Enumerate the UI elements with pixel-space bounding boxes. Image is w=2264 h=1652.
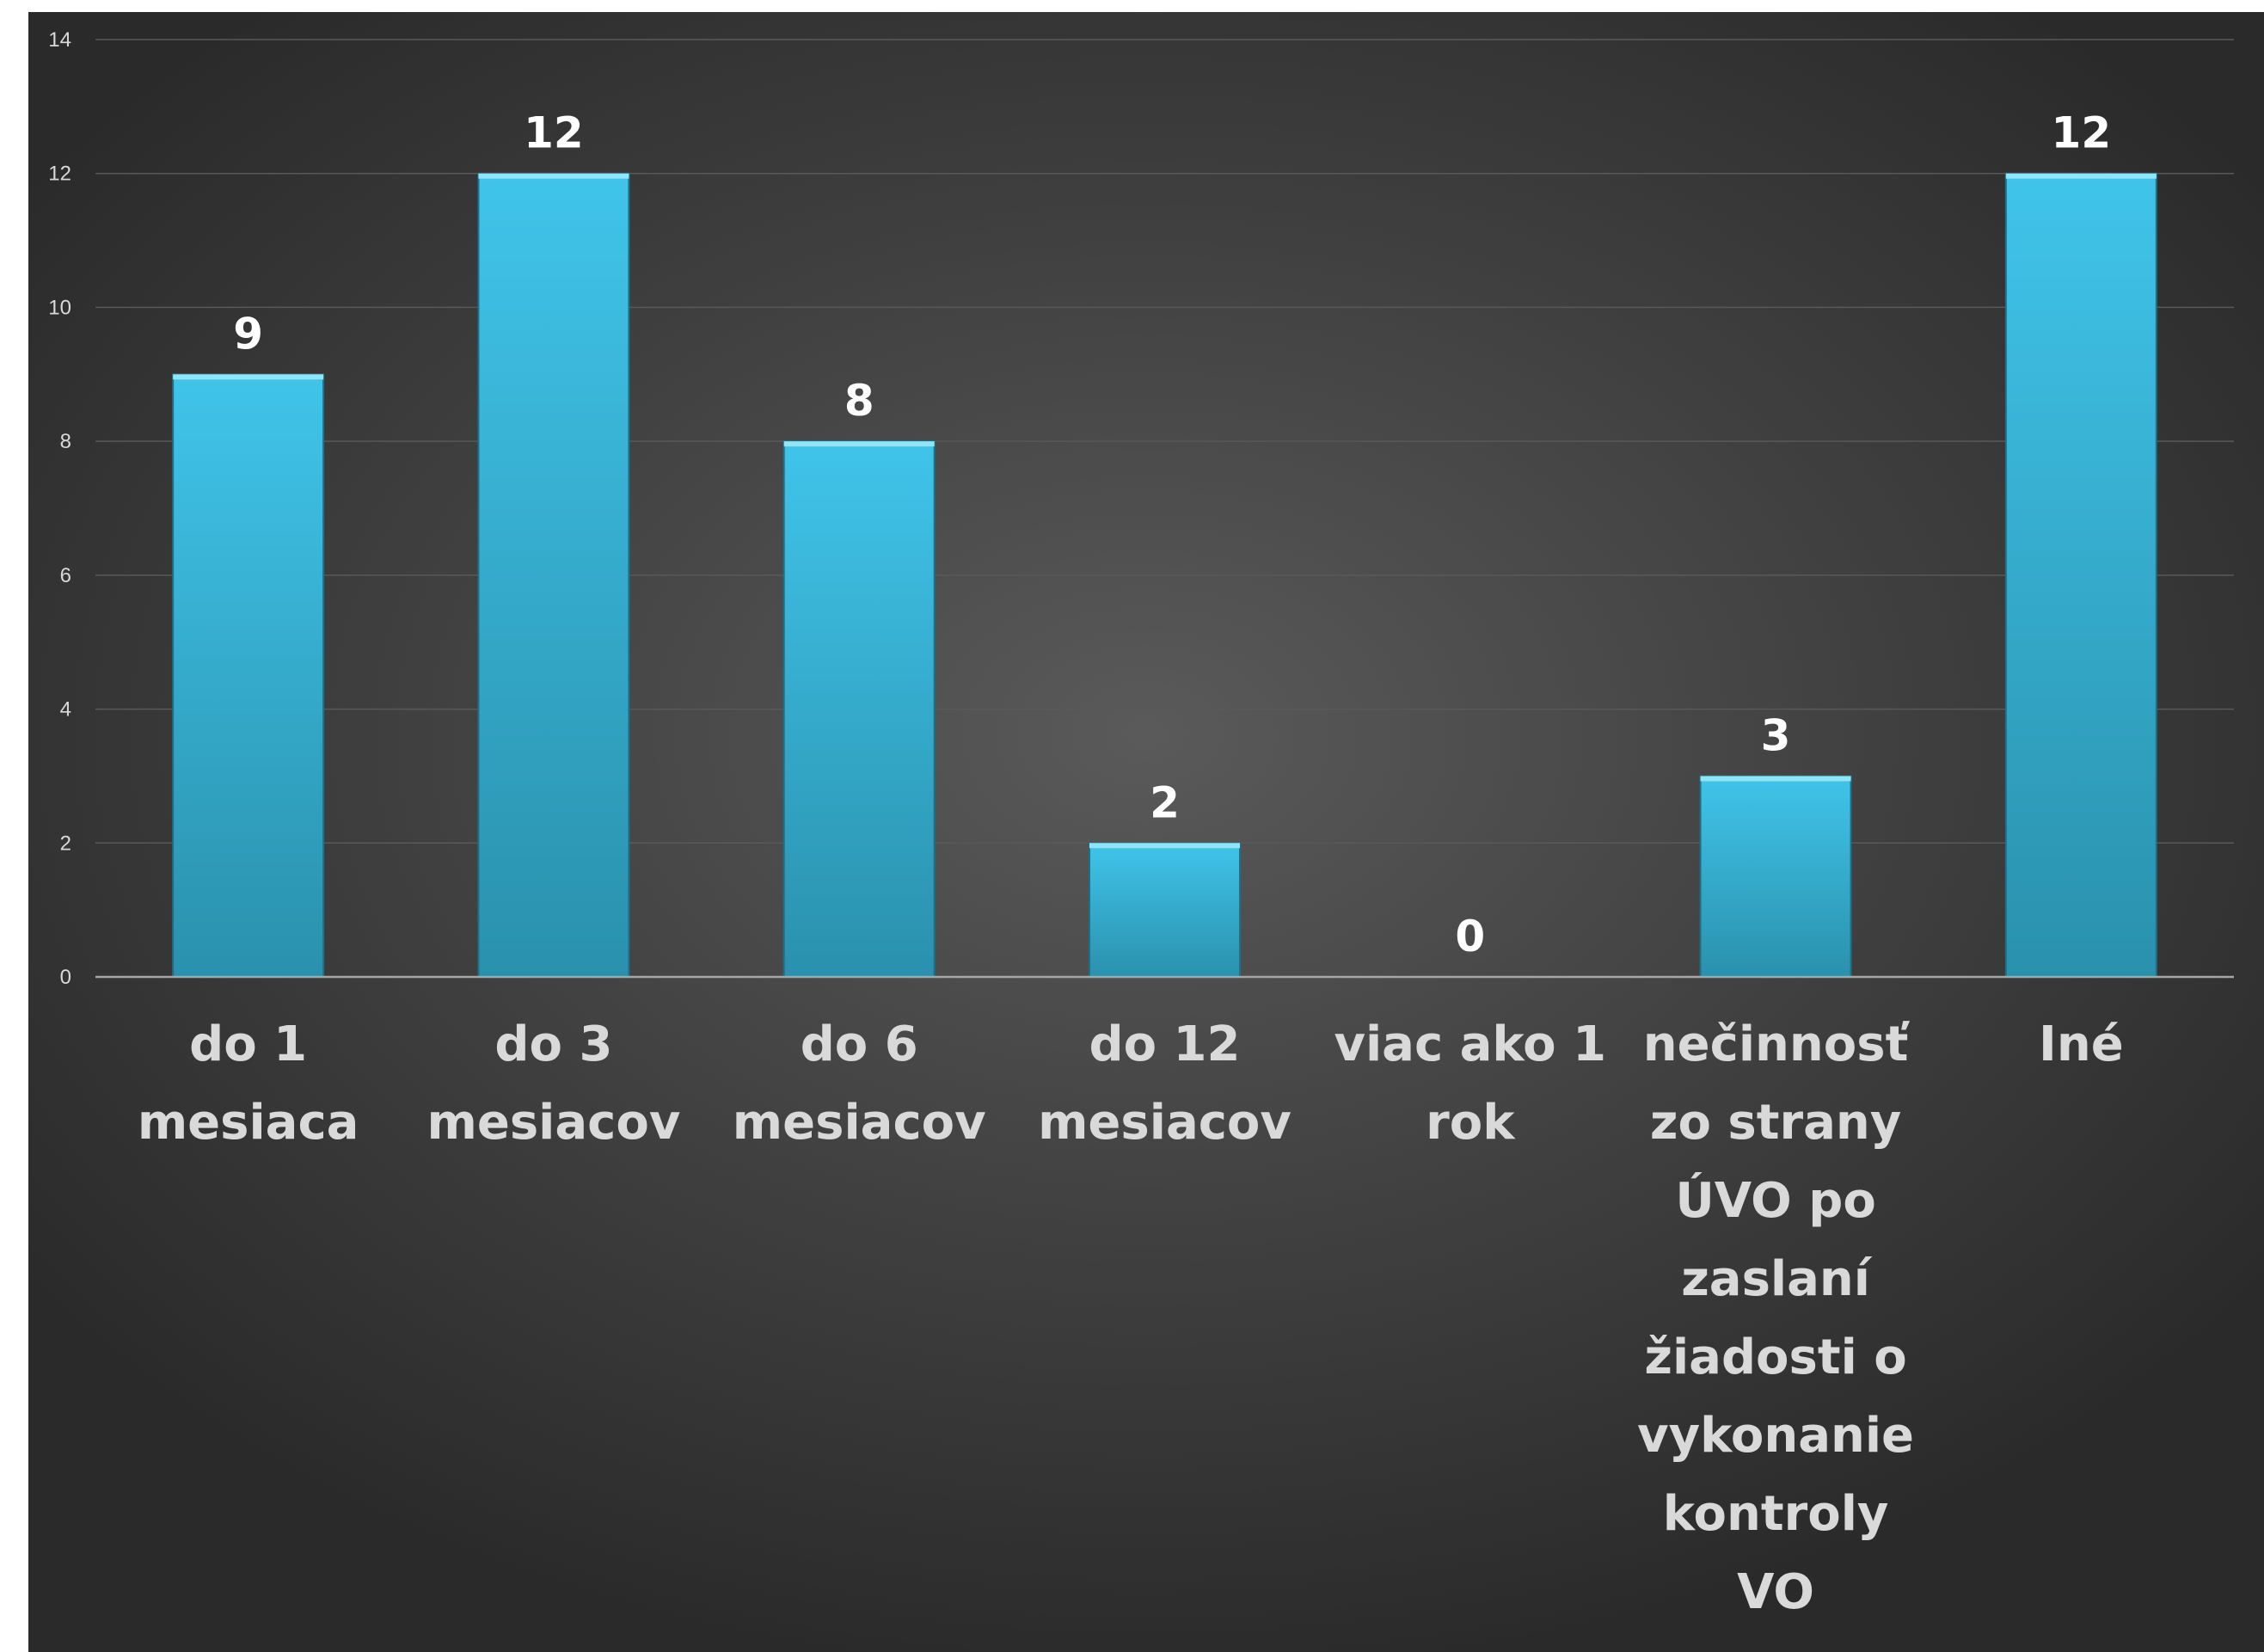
category-label: do 1 mesiaca xyxy=(138,1016,359,1151)
category-label-line: nečinnosť xyxy=(1643,1016,1911,1072)
bar xyxy=(477,172,630,978)
bar-body xyxy=(1089,842,1241,978)
bar-chart: 0 2 4 6 8 10 12 14 9 12 8 2 0 3 12 do 1 mesiaca do 3 mes… xyxy=(48,28,2234,1620)
category-label-line: zaslaní xyxy=(1681,1251,1873,1307)
category-label: Iné xyxy=(2039,1016,2124,1072)
category-label-line: do 3 xyxy=(494,1016,612,1072)
bar-cap xyxy=(783,441,935,447)
bar xyxy=(2004,172,2157,978)
category-label-line: Iné xyxy=(2039,1016,2124,1072)
data-label: 0 xyxy=(1455,912,1485,961)
data-labels: 9 12 8 2 0 3 12 xyxy=(233,108,2111,961)
category-label-line: VO xyxy=(1737,1564,1814,1620)
y-tick-label: 10 xyxy=(48,296,71,319)
data-label: 3 xyxy=(1761,710,1791,760)
data-label: 12 xyxy=(2052,108,2112,158)
bar xyxy=(172,373,325,978)
category-label-line: viac ako 1 xyxy=(1334,1016,1606,1072)
bar-cap xyxy=(478,173,629,179)
category-label: do 6 mesiacov xyxy=(733,1016,986,1151)
y-tick-label: 2 xyxy=(60,832,71,855)
category-label-line: mesiacov xyxy=(1038,1095,1292,1151)
data-label: 2 xyxy=(1150,777,1180,827)
chart-frame: 0 2 4 6 8 10 12 14 9 12 8 2 0 3 12 do 1 mesiaca do 3 mes… xyxy=(28,12,2264,1652)
bar xyxy=(782,440,936,978)
bar-body xyxy=(1699,775,1852,979)
y-tick-label: 8 xyxy=(60,430,71,453)
data-label: 12 xyxy=(524,108,584,158)
bar-body xyxy=(172,373,325,978)
category-label-line: mesiacov xyxy=(733,1095,986,1151)
category-label-line: zo strany xyxy=(1650,1095,1901,1151)
y-tick-label: 6 xyxy=(60,564,71,587)
data-label: 9 xyxy=(233,309,263,359)
category-label: nečinnosť zo strany ÚVO po zaslaní žiadosti … xyxy=(1637,1016,1914,1620)
y-tick-label: 0 xyxy=(60,966,71,989)
category-label-line: vykonanie xyxy=(1637,1408,1914,1464)
category-label-line: do 1 xyxy=(189,1016,307,1072)
category-label-line: ÚVO po xyxy=(1675,1173,1876,1229)
bar xyxy=(1699,775,1852,979)
category-label: viac ako 1 rok xyxy=(1334,1016,1606,1151)
category-label-line: mesiaca xyxy=(138,1095,359,1151)
gridlines xyxy=(95,39,2234,844)
bar-cap xyxy=(173,374,324,380)
category-label-line: rok xyxy=(1426,1095,1516,1151)
bar-cap xyxy=(1700,776,1851,782)
bar-body xyxy=(782,440,936,978)
bar-body xyxy=(477,172,630,978)
category-label: do 3 mesiacov xyxy=(427,1016,681,1151)
y-axis-tick-labels: 0 2 4 6 8 10 12 14 xyxy=(48,28,71,989)
bar-body xyxy=(2004,172,2157,978)
data-label: 8 xyxy=(844,376,874,426)
category-label-line: do 12 xyxy=(1089,1016,1241,1072)
y-tick-label: 4 xyxy=(60,698,71,722)
bars xyxy=(172,172,2157,979)
category-label-line: kontroly xyxy=(1663,1486,1889,1542)
bar-cap xyxy=(1089,843,1240,849)
category-label-line: do 6 xyxy=(801,1016,918,1072)
category-label: do 12 mesiacov xyxy=(1038,1016,1292,1151)
bar xyxy=(1089,842,1241,978)
category-label-line: žiadosti o xyxy=(1644,1330,1906,1385)
y-tick-label: 12 xyxy=(48,163,71,186)
bar-cap xyxy=(2005,173,2157,179)
y-tick-label: 14 xyxy=(48,28,71,52)
category-label-line: mesiacov xyxy=(427,1095,681,1151)
